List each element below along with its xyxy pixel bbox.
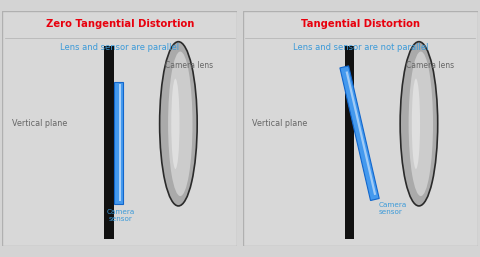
Ellipse shape [412,79,420,169]
Bar [114,81,123,204]
Bar [345,46,354,239]
Polygon shape [340,66,379,200]
Ellipse shape [168,52,192,196]
Text: Tangential Distortion: Tangential Distortion [301,19,420,29]
Polygon shape [346,71,376,195]
Text: Zero Tangential Distortion: Zero Tangential Distortion [46,19,194,29]
Text: Camera
sensor: Camera sensor [378,202,407,215]
Ellipse shape [160,42,197,206]
Text: Vertical plane: Vertical plane [252,119,308,128]
Text: Camera lens: Camera lens [406,61,454,70]
Text: Camera
sensor: Camera sensor [107,209,135,223]
Ellipse shape [400,42,438,206]
Ellipse shape [408,52,433,196]
Text: Lens and sensor are not parallel: Lens and sensor are not parallel [292,43,428,52]
Bar [119,84,121,201]
Text: Camera lens: Camera lens [166,61,214,70]
Text: Lens and sensor are parallel: Lens and sensor are parallel [60,43,180,52]
Ellipse shape [171,79,180,169]
Bar [105,46,114,239]
Text: Vertical plane: Vertical plane [12,119,67,128]
